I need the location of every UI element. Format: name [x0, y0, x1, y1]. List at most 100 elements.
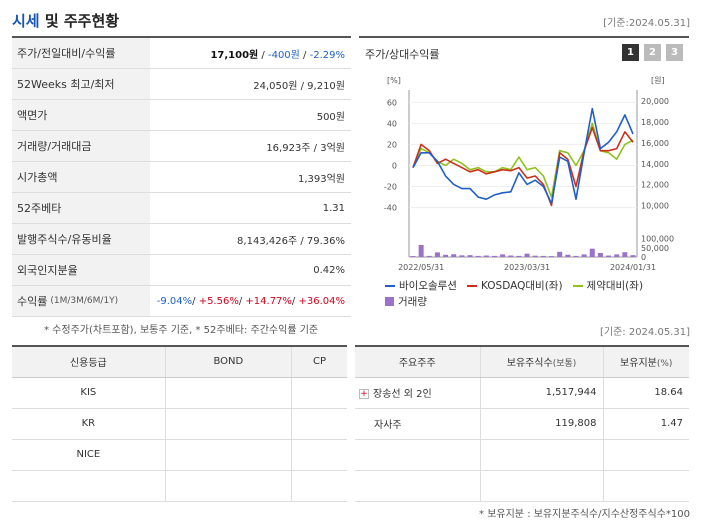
legend-pharma: 제약대비(좌) [572, 278, 644, 293]
price-rate: -2.29% [309, 49, 345, 61]
stat-value: 500원 [316, 111, 345, 123]
stat-row: 거래량/거래대금 16,923주 / 3억원 [12, 131, 351, 162]
stat-row: 외국인지분율 0.42% [12, 255, 351, 286]
volume-bar [500, 254, 506, 257]
legend-kosdaq: KOSDAQ대비(좌) [466, 278, 563, 293]
stat-row-returns: 수익률 (1M/3M/6M/1Y) -9.04%/ +5.56%/ +14.77%… [12, 286, 351, 317]
col-header: 보유주식수(보통) [480, 346, 604, 378]
bond-cell [165, 377, 292, 409]
volume-bar [589, 248, 595, 257]
table-row [355, 470, 689, 502]
stat-label: 수익률 (1M/3M/6M/1Y) [12, 286, 150, 316]
col-header: BOND [165, 346, 292, 378]
shareholders-table: 주요주주 보유주식수(보통) 보유지분(%) + 장송선 외 2인 1,517,9… [355, 345, 689, 502]
left-tick-label: -40 [384, 204, 397, 213]
holder-name-cell [355, 470, 481, 502]
volume-bar [532, 255, 538, 257]
legend-swatch-kosdaq [466, 284, 477, 287]
right-tick-label: 10,000 [641, 202, 669, 211]
stat-value: 0.42% [313, 264, 345, 276]
stat-label: 액면가 [12, 100, 150, 130]
legend-swatch-pharma [572, 284, 583, 287]
stat-value: -9.04%/ +5.56%/ +14.77%/ +36.04% [156, 295, 345, 307]
x-tick-label: 2023/03/31 [504, 263, 550, 272]
table-row: KR [12, 408, 347, 440]
stat-row: 시가총액 1,393억원 [12, 162, 351, 193]
legend-label: 제약대비(좌) [586, 280, 644, 292]
volume-bar [581, 254, 587, 257]
stat-label: 주가/전일대비/수익률 [12, 38, 150, 68]
volume-bar [410, 256, 416, 257]
volume-bar [540, 255, 546, 257]
chart-pager: 1 2 3 [622, 44, 683, 61]
pct-cell [603, 470, 689, 502]
stat-value: 1.31 [322, 202, 345, 214]
left-tick-label: 60 [387, 98, 397, 107]
volume-bar [443, 254, 449, 257]
right-tick-label: 20,000 [641, 97, 669, 106]
credit-rating-table: 신용등급 BOND CP KIS KR NICE [12, 345, 347, 502]
bond-cell [165, 470, 292, 502]
col-header: CP [291, 346, 347, 378]
return-1y: +36.04% [298, 295, 345, 307]
volume-bar [549, 256, 555, 257]
volume-bar [573, 255, 579, 257]
holder-name-cell: 자사주 [355, 408, 481, 440]
volume-bar [459, 255, 465, 257]
volume-bar [483, 255, 489, 257]
volume-bar [467, 255, 473, 257]
stats-table: 주가/전일대비/수익률 17,100원 / -400원 / -2.29% 52W… [12, 36, 351, 317]
volume-bar [597, 252, 603, 257]
volume-bar [434, 252, 440, 257]
chart-page-2-button[interactable]: 2 [644, 44, 661, 61]
stat-value: 1,393억원 [297, 173, 345, 185]
legend-swatch-volume [385, 297, 394, 306]
col-header-unit: (보통) [552, 359, 577, 370]
holder-name-cell: + 장송선 외 2인 [355, 377, 481, 409]
table-header-row: 신용등급 BOND CP [12, 346, 347, 378]
stock-line [412, 107, 634, 205]
stat-value: 17,100원 / -400원 / -2.29% [210, 49, 345, 61]
col-header-text: 보유주식수 [506, 358, 553, 370]
stat-row: 52Weeks 최고/최저 24,050원 / 9,210원 [12, 69, 351, 100]
table-row: KIS [12, 377, 347, 409]
volume-tick-label: 50,000 [641, 244, 669, 253]
volume-bar [606, 255, 612, 257]
price-main: 17,100원 [210, 49, 259, 61]
volume-bar [475, 255, 481, 257]
expand-icon[interactable]: + [359, 389, 369, 399]
return-1m: -9.04% [156, 295, 193, 307]
right-tick-label: 12,000 [641, 181, 669, 190]
bond-cell [165, 439, 292, 471]
left-tick-label: 20 [387, 140, 397, 149]
shares-cell [480, 470, 604, 502]
cp-cell [291, 408, 347, 440]
stat-row: 52주베타 1.31 [12, 193, 351, 224]
returns-label: 수익률 [17, 295, 48, 308]
table-row [12, 470, 347, 502]
legend-stock: 바이오솔루션 [385, 278, 457, 293]
chart-page-1-button[interactable]: 1 [622, 44, 639, 61]
shares-cell: 119,808 [480, 408, 604, 440]
volume-tick-label: 0 [641, 253, 646, 262]
cp-cell [291, 439, 347, 471]
volume-bar [557, 251, 563, 257]
legend-swatch-stock [385, 284, 395, 287]
volume-bar [491, 255, 497, 257]
legend-label: KOSDAQ대비(좌) [480, 280, 563, 292]
chart-legend: 바이오솔루션 KOSDAQ대비(좌) 제약대비(좌) 거래량 [385, 278, 685, 309]
chart-page-3-button[interactable]: 3 [666, 44, 683, 61]
cp-cell [291, 377, 347, 409]
col-header-unit: (%) [656, 359, 673, 370]
stat-value: 8,143,426주 / 79.36% [237, 235, 345, 247]
volume-bar [426, 255, 432, 257]
legend-label: 거래량 [398, 296, 427, 308]
stat-value: 24,050원 / 9,210원 [253, 80, 345, 92]
left-tick-label: -20 [384, 183, 397, 192]
volume-bar [524, 253, 530, 257]
stat-label: 외국인지분율 [12, 255, 150, 285]
kosdaq-line [412, 126, 634, 207]
volume-bar [565, 254, 571, 257]
stat-row: 액면가 500원 [12, 100, 351, 131]
col-header-text: 보유지분 [620, 358, 657, 370]
